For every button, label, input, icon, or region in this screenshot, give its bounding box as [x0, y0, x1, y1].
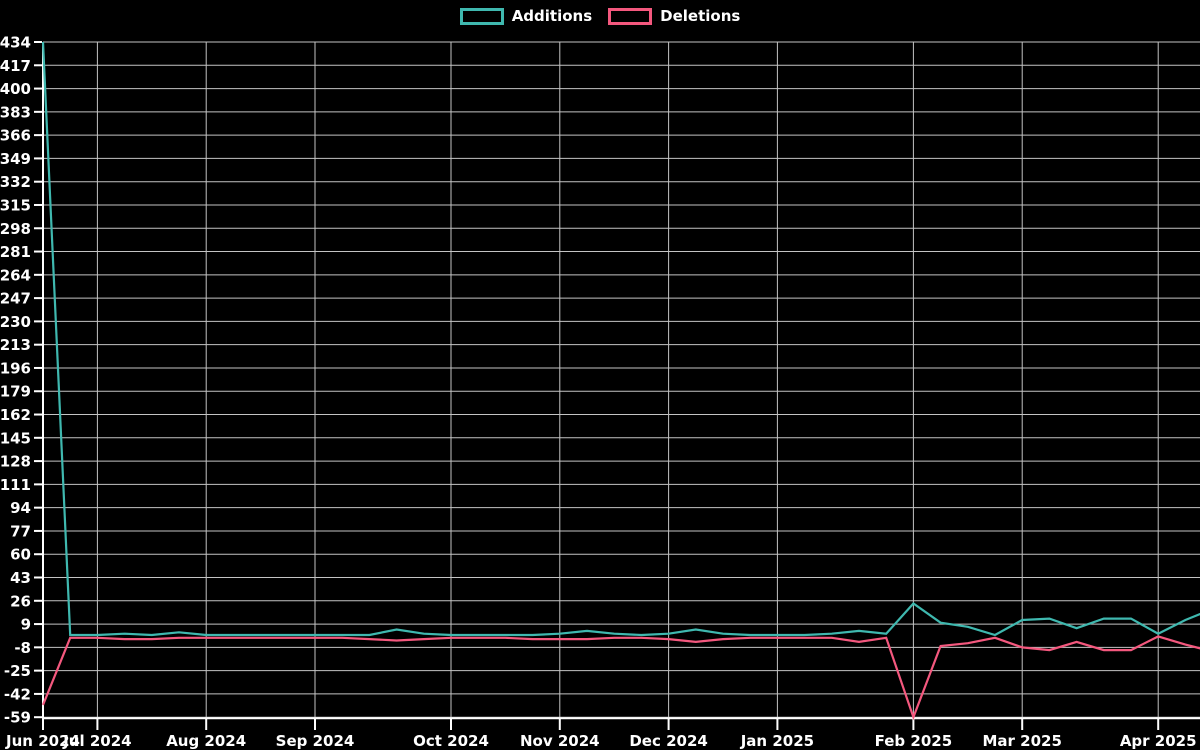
- y-tick-label: 247: [0, 290, 31, 308]
- y-tick-label: 179: [0, 383, 31, 401]
- x-tick-label: Feb 2025: [875, 732, 953, 750]
- x-tick-label: Mar 2025: [982, 732, 1061, 750]
- x-tick-label: Oct 2024: [413, 732, 489, 750]
- deletions-line: [41, 635, 1200, 721]
- x-tick-label: Sep 2024: [276, 732, 355, 750]
- y-tick-label: 230: [0, 313, 31, 331]
- y-tick-label: 417: [0, 57, 31, 75]
- y-tick-label: 162: [0, 406, 31, 424]
- y-tick-label: 9: [21, 616, 31, 634]
- x-tick-label: Apr 2025: [1120, 732, 1197, 750]
- y-tick-label: 43: [10, 569, 31, 587]
- y-tick-label: -25: [4, 662, 31, 680]
- y-tick-label: 366: [0, 127, 31, 145]
- y-tick-label: 128: [0, 453, 31, 471]
- y-tick-label: 264: [0, 266, 31, 284]
- x-tick-label: Jul 2024: [62, 732, 131, 750]
- y-tick-label: 281: [0, 243, 31, 261]
- y-tick-label: 383: [0, 103, 31, 121]
- x-tick-label: Nov 2024: [520, 732, 600, 750]
- x-tick-label: Jan 2025: [740, 732, 814, 750]
- y-tick-label: 400: [0, 80, 31, 98]
- x-tick-label: Dec 2024: [629, 732, 708, 750]
- y-tick-label: 145: [0, 429, 31, 447]
- y-tick-label: -42: [4, 685, 31, 703]
- x-tick-label: Aug 2024: [166, 732, 246, 750]
- additions-line: [41, 41, 1200, 637]
- y-tick-label: 315: [0, 196, 31, 214]
- x-tick-label: Jun 2024: [5, 732, 80, 750]
- y-tick-label: -8: [14, 639, 31, 657]
- y-tick-label: 111: [0, 476, 31, 494]
- y-tick-label: 77: [10, 522, 31, 540]
- y-tick-label: 26: [10, 592, 31, 610]
- y-tick-label: 298: [0, 220, 31, 238]
- y-tick-label: -59: [4, 709, 31, 727]
- y-tick-label: 94: [10, 499, 31, 517]
- y-tick-label: 196: [0, 359, 31, 377]
- y-tick-label: 349: [0, 150, 31, 168]
- y-tick-label: 60: [10, 546, 31, 564]
- y-tick-label: 213: [0, 336, 31, 354]
- y-tick-label: 434: [0, 34, 31, 52]
- y-tick-label: 332: [0, 173, 31, 191]
